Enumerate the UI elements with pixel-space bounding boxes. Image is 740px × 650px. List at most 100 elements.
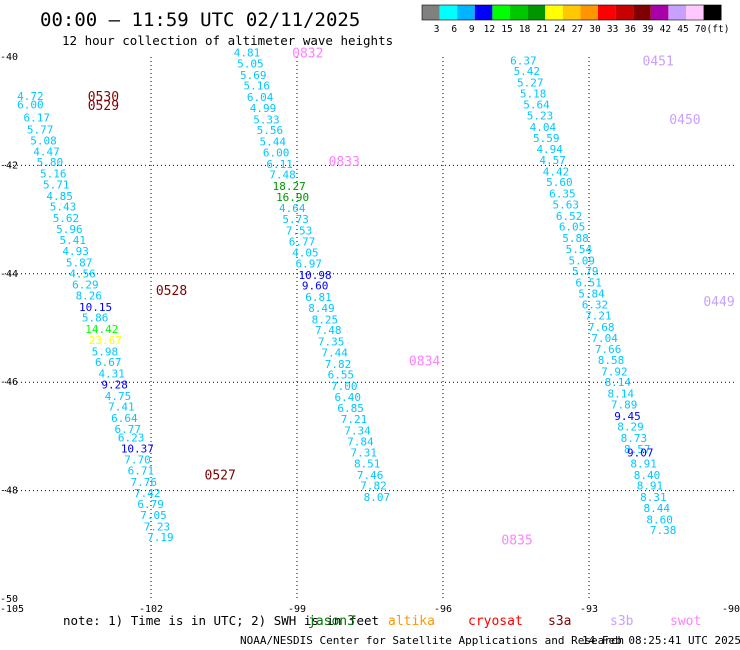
wave-height-value: 5.23 [527,110,554,123]
legend-swatch [580,5,598,20]
wave-height-value: 4.93 [62,245,89,258]
wave-height-value: 5.60 [546,176,573,189]
wave-height-value: 8.07 [364,491,391,504]
mission-label: swot [670,614,701,629]
legend-swatch [650,5,669,20]
wave-height-value: 6.05 [559,221,586,234]
wave-height-value: 8.14 [605,376,632,389]
wave-height-value: 8.49 [308,302,335,315]
wave-height-value: 7.68 [588,321,615,334]
wave-height-value: 9.28 [101,378,128,391]
legend-label: 9 [469,24,475,35]
wave-height-value: 7.48 [315,324,342,337]
wave-height-value: 6.17 [23,112,49,125]
page-subtitle: 12 hour collection of altimeter wave hei… [62,33,393,48]
legend-label: 33 [607,24,618,35]
pass-time-label: 0450 [669,113,700,128]
lat-tick-label: -48 [0,486,18,497]
timestamp-text: 14 Feb 08:25:41 UTC 2025 [582,634,740,647]
lon-tick-label: -90 [722,604,740,615]
wave-height-value: 5.59 [533,132,560,145]
wave-height-value: 5.86 [82,312,109,325]
wave-height-value: 8.25 [312,313,339,326]
wave-height-value: 8.26 [76,289,103,302]
wave-height-value: 5.08 [30,134,57,147]
wave-height-value: 23.67 [89,334,122,347]
lon-tick-label: -96 [434,604,452,615]
mission-label: jason3 [308,614,355,629]
satellite-pass: 4.726.006.175.775.084.475.805.165.714.85… [17,90,236,544]
wave-height-value: 6.67 [95,356,122,369]
wave-height-value: 5.27 [517,76,544,89]
wave-height-value: 5.63 [553,198,580,211]
wave-height-value: 5.64 [523,99,550,112]
wave-height-value: 5.69 [240,69,267,82]
pass-time-label: 0832 [292,47,323,62]
wave-height-value: 5.80 [37,156,64,169]
wave-height-value: 4.31 [98,368,125,381]
wave-height-value: 6.81 [305,291,332,304]
lon-tick-label: -102 [139,604,163,615]
legend-label: 24 [554,24,566,35]
lon-tick-label: -105 [0,604,24,615]
wave-height-value: 10.98 [298,269,331,282]
wave-height-value: 5.09 [569,254,596,267]
wave-height-value: 5.18 [520,87,547,100]
wave-height-value: 10.15 [79,301,112,314]
wave-height-value: 7.84 [347,435,374,448]
wave-height-value: 5.79 [572,265,599,278]
wave-height-value: 7.89 [611,398,638,411]
legend-swatch [492,5,510,20]
wave-height-value: 5.43 [50,201,76,214]
wave-height-value: 7.23 [144,520,171,533]
wave-height-value: 4.85 [46,190,73,203]
wave-height-value: 5.98 [92,345,119,358]
wave-height-value: 8.44 [644,502,671,515]
legend-swatch [474,5,493,20]
wave-height-value: 18.27 [273,180,306,193]
wave-height-value: 7.05 [140,509,167,522]
wave-height-value: 8.58 [598,354,625,367]
legend-swatch [527,5,546,20]
wave-height-value: 9.60 [302,280,329,293]
legend-swatch [703,5,722,20]
legend-swatch [439,5,458,20]
lat-tick-label: -42 [0,160,18,171]
wave-height-value: 8.60 [646,513,673,526]
legend-swatch [598,5,616,20]
mission-label: cryosat [468,614,523,629]
pass-time-label: 0528 [156,284,187,299]
mission-label: s3a [548,614,571,629]
legend-label: 3 [434,24,440,35]
wave-height-value: 5.56 [257,124,284,137]
legend-label: 70 [695,24,707,35]
wave-height-value: 5.16 [40,168,67,181]
mission-label: s3b [610,614,634,629]
wave-height-value: 7.66 [595,343,622,356]
legend-label: 6 [451,24,457,35]
wave-height-value: 7.34 [344,424,371,437]
wave-height-value: 5.73 [282,213,309,226]
legend-swatch [562,5,581,20]
wave-height-value: 8.40 [634,469,661,482]
wave-height-value: 7.70 [124,454,151,467]
lon-tick-label: -93 [580,604,598,615]
wave-height-value: 6.23 [118,431,145,444]
wave-height-value: 5.96 [56,223,83,236]
legend-label: 15 [501,24,512,35]
wave-height-value: 8.31 [640,491,667,504]
wave-height-value: 6.55 [328,369,355,382]
pass-time-label: 0527 [205,468,236,483]
wave-height-value: 7.42 [134,487,161,500]
satellite-passes: 4.726.006.175.775.084.475.805.165.714.85… [17,47,735,549]
wave-height-value: 5.84 [578,287,605,300]
wave-height-value: 5.77 [27,124,54,137]
wave-height-value: 6.04 [247,91,274,104]
wave-height-value: 6.35 [549,188,576,201]
legend-unit: (ft) [707,24,730,35]
wave-height-value: 7.35 [318,336,345,349]
lat-tick-label: -44 [0,269,18,280]
wave-height-value: 10.37 [121,442,154,455]
legend-swatch [457,5,475,20]
